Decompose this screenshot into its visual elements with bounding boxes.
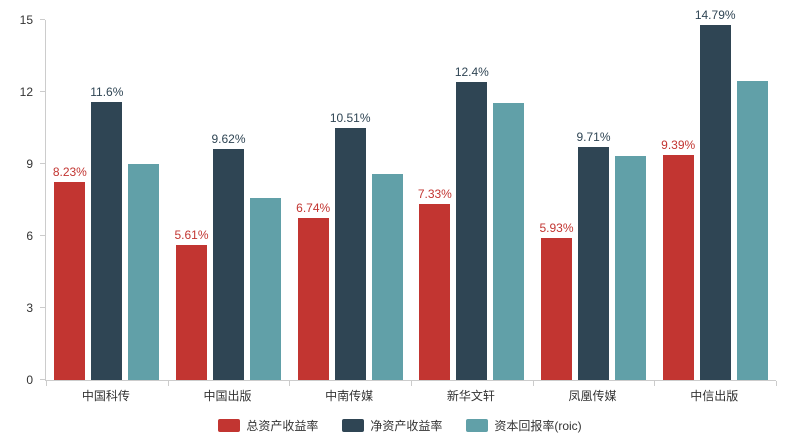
bar-value-label: 8.23%: [52, 165, 87, 180]
bar-value-label: 6.74%: [296, 201, 331, 216]
bar-series-0[interactable]: 5.93%: [540, 222, 574, 380]
bar-group: 5.93% 9.71%: [533, 20, 655, 380]
legend-swatch-icon: [342, 419, 365, 432]
bar-series-2[interactable]: [128, 164, 160, 380]
bar-value-label: 10.51%: [329, 110, 371, 125]
x-axis-tick-mark: [411, 381, 412, 386]
bar-group: 6.74% 10.51%: [289, 20, 411, 380]
y-axis-tick-label: 3: [26, 301, 33, 315]
y-axis-tick-label: 0: [26, 373, 33, 387]
bar-series-2[interactable]: [615, 155, 647, 380]
bar-group: 8.23% 11.6%: [46, 20, 168, 380]
bar-series-0[interactable]: 8.23%: [53, 166, 87, 380]
chart-legend: 总资产收益率 净资产收益率 资本回报率(roic): [0, 417, 800, 434]
bar-group: 9.39% 14.79%: [654, 9, 776, 380]
bar-value-label: 5.61%: [174, 228, 209, 243]
bar-series-0[interactable]: 5.61%: [174, 229, 209, 380]
x-axis-category-label: 中国出版: [203, 389, 252, 403]
y-axis-tick-label: 6: [26, 229, 33, 243]
bar-series-1[interactable]: 9.71%: [577, 131, 611, 380]
y-axis-tick-mark: [40, 235, 45, 236]
y-axis-tick-mark: [40, 307, 45, 308]
x-axis-tick-mark: [654, 381, 656, 386]
bar-value-label: 9.62%: [211, 132, 246, 147]
legend-label: 资本回报率(roic): [494, 419, 582, 433]
x-axis-category-label: 中国科传: [81, 389, 130, 403]
y-axis-tick-mark: [40, 91, 45, 92]
x-axis-category-label: 凤凰传媒: [568, 389, 617, 403]
bar-value-label: 12.4%: [454, 65, 489, 80]
bar-series-1[interactable]: 10.51%: [330, 112, 371, 380]
x-axis-category-label: 中信出版: [690, 389, 739, 403]
legend-label: 总资产收益率: [246, 419, 319, 433]
legend-label: 净资产收益率: [370, 419, 443, 433]
bar-series-0[interactable]: 7.33%: [418, 188, 452, 380]
x-axis-tick-mark: [532, 381, 534, 386]
legend-item-series-2[interactable]: 资本回报率(roic): [466, 417, 582, 434]
x-axis-labels: 中国科传 中国出版 中南传媒 新华文轩 凤凰传媒 中信出版: [45, 387, 775, 404]
bar-series-2[interactable]: [736, 81, 768, 380]
legend-item-series-0[interactable]: 总资产收益率: [218, 417, 318, 434]
x-axis-category-label: 中南传媒: [325, 389, 374, 403]
bar-series-1[interactable]: 12.4%: [455, 66, 489, 380]
y-axis-tick-label: 9: [26, 157, 33, 171]
bar-series-1[interactable]: 14.79%: [695, 9, 736, 380]
bar-series-1[interactable]: 11.6%: [90, 86, 123, 380]
y-axis-tick-label: 12: [19, 85, 33, 99]
y-axis-tick-mark: [40, 379, 45, 380]
legend-swatch-icon: [218, 419, 241, 432]
y-axis-tick-mark: [40, 163, 45, 164]
bar-series-0[interactable]: 9.39%: [661, 139, 695, 380]
legend-swatch-icon: [466, 419, 489, 432]
bar-series-1[interactable]: 9.62%: [211, 133, 246, 380]
x-axis-tick-mark: [46, 381, 47, 386]
bar-value-label: 5.93%: [539, 220, 574, 235]
bar-group: 7.33% 12.4%: [411, 20, 533, 380]
bar-group: 5.61% 9.62%: [168, 20, 290, 380]
bar-value-label: 9.39%: [661, 137, 696, 152]
x-axis-tick-mark: [776, 381, 777, 386]
y-axis: 0 3 6 9 12 15: [0, 14, 45, 386]
x-axis-category-label: 新华文轩: [446, 389, 495, 403]
plot-area: 8.23% 11.6% 5.61% 9.62% 6.74% 10.51% 7.33% 12.4…: [45, 9, 777, 386]
bar-series-0[interactable]: 6.74%: [296, 202, 330, 380]
bar-series-2[interactable]: [250, 197, 281, 380]
bar-series-2[interactable]: [371, 173, 403, 380]
bar-value-label: 9.71%: [576, 129, 611, 144]
bar-value-label: 11.6%: [90, 84, 124, 99]
y-axis-tick-label: 15: [19, 13, 33, 27]
y-axis-tick-mark: [40, 19, 45, 20]
bar-value-label: 14.79%: [694, 8, 736, 23]
legend-item-series-1[interactable]: 净资产收益率: [342, 417, 442, 434]
x-axis-tick-mark: [289, 381, 291, 386]
x-axis-tick-mark: [167, 381, 169, 386]
bar-series-2[interactable]: [493, 102, 525, 380]
bar-value-label: 7.33%: [417, 187, 452, 202]
